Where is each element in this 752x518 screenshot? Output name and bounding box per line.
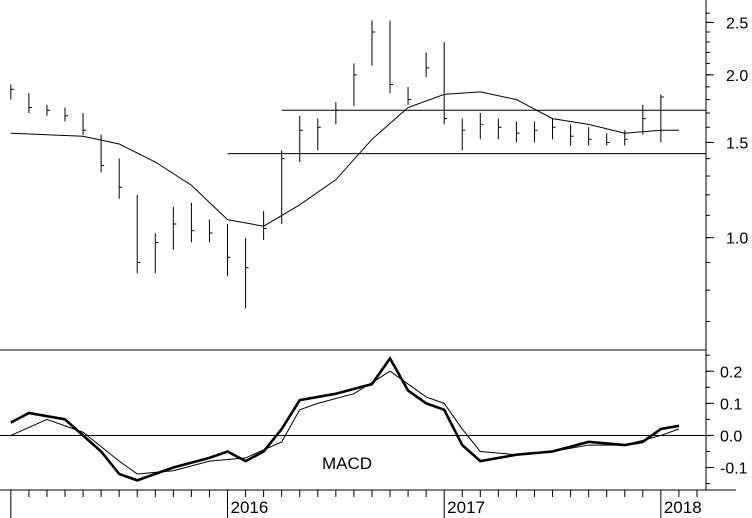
x-year-label: 2016	[231, 498, 269, 517]
signal-line	[10, 370, 680, 475]
x-year-label: 2017	[447, 498, 485, 517]
price-panel	[10, 20, 706, 309]
macd-panel	[0, 355, 706, 482]
macd-ytick-label: 0.1	[720, 396, 742, 413]
macd-ytick-label: -0.1	[720, 461, 748, 478]
macd-title: MACD	[322, 454, 372, 473]
moving-average-line	[10, 91, 679, 227]
price-ytick-label: 1.5	[726, 135, 748, 152]
macd-ytick-label: 0.0	[720, 428, 742, 445]
macd-line	[10, 355, 680, 482]
price-ytick-label: 2.5	[726, 15, 748, 32]
price-ytick-label: 1.0	[726, 231, 748, 248]
macd-ytick-label: 0.2	[720, 364, 742, 381]
price-ytick-label: 2.0	[726, 68, 748, 85]
x-year-label: 2018	[664, 498, 702, 517]
